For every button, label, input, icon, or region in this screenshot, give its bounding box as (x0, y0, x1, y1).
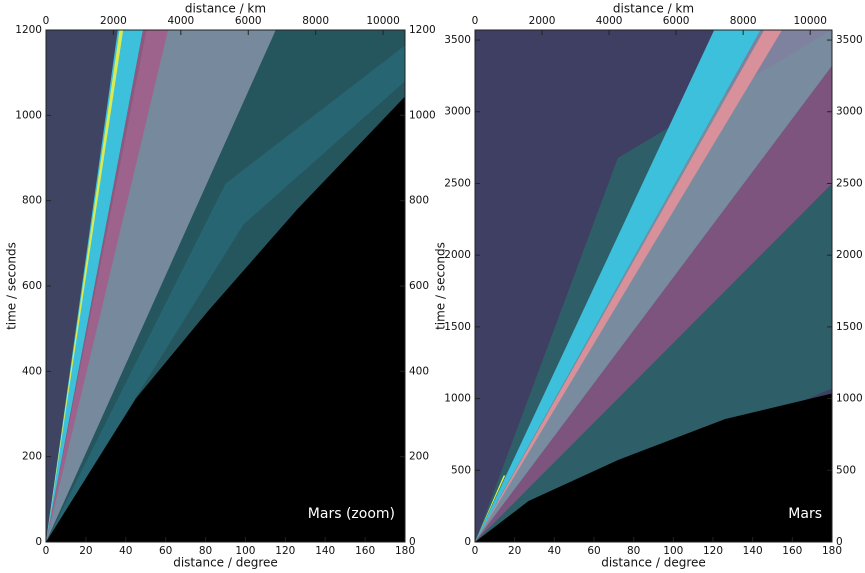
plot-frame (474, 29, 833, 543)
wavefield (475, 393, 832, 542)
y-axis-label: time / seconds (434, 242, 448, 330)
x2-tick-label: 2000 (529, 15, 556, 27)
y-tick-label: 2000 (444, 249, 471, 261)
y-tick-label: 800 (22, 195, 42, 207)
wavefield (46, 45, 405, 543)
y2-tick-label: 3000 (836, 106, 863, 118)
x2-axis-label: distance / km (613, 2, 694, 16)
wavefield (475, 30, 832, 542)
y-axis-label: time / seconds (5, 242, 19, 330)
y2-tick-label: 600 (409, 280, 429, 292)
y-tick-label: 500 (451, 464, 471, 476)
x-tick-label: 120 (275, 545, 295, 557)
y2-tick-label: 500 (836, 464, 856, 476)
x-tick-label: 140 (743, 545, 763, 557)
x2-tick-label: 4000 (596, 15, 623, 27)
y-tick-label: 400 (22, 365, 42, 377)
annotation: Mars (788, 506, 822, 522)
x2-tick-label: 2000 (100, 15, 127, 27)
x-tick-label: 160 (355, 545, 375, 557)
y2-tick-label: 200 (409, 451, 429, 463)
x-tick-label: 40 (548, 545, 561, 557)
x-tick-label: 80 (199, 545, 212, 557)
y2-tick-label: 1000 (836, 393, 863, 405)
wavefield (46, 30, 124, 542)
wavefield (46, 96, 405, 542)
x2-tick-label: 10000 (794, 15, 827, 27)
x-tick-label: 120 (703, 545, 723, 557)
x-tick-label: 0 (43, 545, 50, 557)
wavefield (46, 30, 276, 542)
x-tick-label: 180 (822, 545, 842, 557)
x-axis-label: distance / degree (601, 556, 706, 570)
y2-tick-label: 2000 (836, 249, 863, 261)
x2-tick-label: 10000 (366, 15, 399, 27)
x-tick-label: 80 (627, 545, 640, 557)
y2-tick-label: 1500 (836, 321, 863, 333)
y-tick-label: 600 (22, 280, 42, 292)
x-tick-label: 140 (315, 545, 335, 557)
y-tick-label: 0 (35, 536, 42, 548)
y-tick-label: 3500 (444, 34, 471, 46)
wavefield (475, 65, 832, 542)
y2-tick-label: 1200 (409, 24, 436, 36)
y2-tick-label: 2500 (836, 177, 863, 189)
x-tick-label: 180 (395, 545, 415, 557)
x-tick-label: 0 (472, 545, 479, 557)
x2-tick-label: 8000 (730, 15, 757, 27)
x2-tick-label: 0 (43, 15, 50, 27)
x-tick-label: 60 (159, 545, 172, 557)
y2-tick-label: 3500 (836, 34, 863, 46)
x-tick-label: 100 (235, 545, 255, 557)
y-tick-label: 0 (464, 536, 471, 548)
y2-tick-label: 800 (409, 195, 429, 207)
wavefield (46, 30, 143, 542)
wavefield (475, 475, 506, 542)
x-tick-label: 100 (663, 545, 683, 557)
wavefield (46, 30, 169, 542)
wavefield (475, 30, 783, 542)
y-tick-label: 1000 (444, 393, 471, 405)
x2-tick-label: 4000 (167, 15, 194, 27)
y-tick-label: 2500 (444, 177, 471, 189)
y2-tick-label: 0 (409, 536, 416, 548)
y2-tick-label: 0 (836, 536, 843, 548)
annotation: Mars (zoom) (308, 506, 395, 522)
x-tick-label: 40 (119, 545, 132, 557)
x-tick-label: 20 (508, 545, 521, 557)
x2-tick-label: 8000 (302, 15, 329, 27)
wavefield (475, 30, 761, 542)
y2-tick-label: 1000 (409, 109, 436, 121)
y-tick-label: 1200 (15, 24, 42, 36)
x-tick-label: 60 (587, 545, 600, 557)
y2-tick-label: 400 (409, 365, 429, 377)
y-tick-label: 3000 (444, 106, 471, 118)
x-axis-label: distance / degree (173, 556, 278, 570)
y-tick-label: 1500 (444, 321, 471, 333)
y-tick-label: 1000 (15, 109, 42, 121)
x-tick-label: 160 (782, 545, 802, 557)
x2-tick-label: 0 (472, 15, 479, 27)
x-tick-label: 20 (79, 545, 92, 557)
x2-tick-label: 6000 (663, 15, 690, 27)
x2-tick-label: 6000 (235, 15, 262, 27)
y-tick-label: 200 (22, 451, 42, 463)
x2-axis-label: distance / km (185, 2, 266, 16)
